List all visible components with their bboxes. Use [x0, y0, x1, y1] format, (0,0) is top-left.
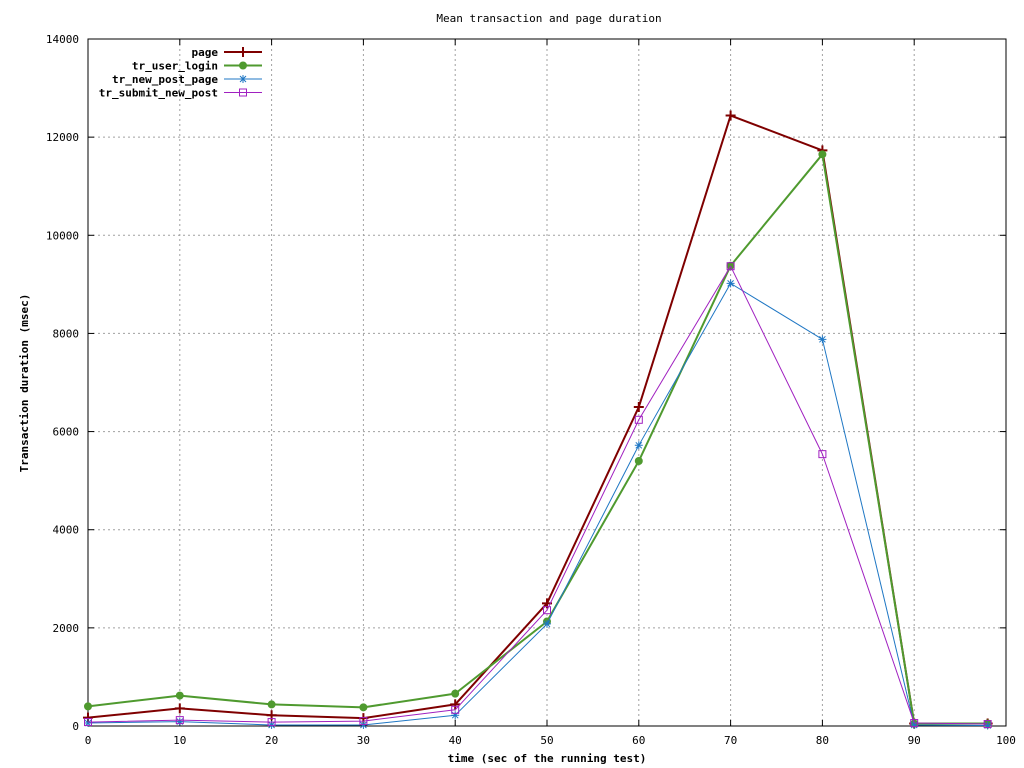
y-tick-label: 2000	[53, 622, 80, 635]
data-point	[175, 716, 184, 725]
data-point	[84, 718, 92, 727]
data-point	[910, 719, 919, 728]
data-point	[543, 619, 551, 628]
series-tr-new-post-page	[84, 279, 992, 730]
legend-entry: tr_submit_new_post	[99, 87, 262, 100]
series-tr-submit-new-post	[84, 262, 992, 729]
data-point	[818, 335, 827, 344]
data-point	[818, 150, 827, 159]
data-point	[726, 279, 735, 288]
data-point	[239, 88, 247, 97]
y-tick-label: 4000	[53, 524, 80, 537]
x-tick-label: 100	[996, 734, 1016, 747]
data-point	[633, 402, 644, 413]
data-point	[543, 606, 551, 615]
data-point	[818, 450, 827, 459]
data-point	[175, 691, 184, 700]
chart-title: Mean transaction and page duration	[436, 12, 661, 25]
axis-ticks	[87, 38, 1007, 727]
data-point	[634, 441, 643, 450]
data-point	[84, 702, 92, 711]
y-axis-label: Transaction duration (msec)	[18, 294, 31, 473]
y-tick-label: 0	[72, 720, 79, 733]
data-point	[451, 689, 460, 698]
x-tick-label: 0	[85, 734, 92, 747]
data-point	[983, 720, 992, 729]
y-tick-label: 14000	[46, 33, 79, 46]
legend-label: tr_user_login	[132, 60, 218, 73]
data-point	[359, 717, 368, 726]
legend-label: tr_new_post_page	[112, 73, 218, 86]
y-tick-label: 10000	[46, 229, 79, 242]
grid	[88, 39, 1006, 726]
data-point	[359, 703, 368, 712]
data-point	[726, 262, 735, 271]
data-point	[238, 47, 248, 57]
data-point	[84, 719, 92, 728]
y-tick-label: 8000	[53, 327, 80, 340]
x-tick-label: 50	[540, 734, 553, 747]
data-point	[174, 703, 185, 714]
data-point	[239, 75, 247, 83]
x-tick-label: 10	[173, 734, 186, 747]
data-point	[910, 721, 919, 730]
x-axis-label: time (sec of the running test)	[448, 752, 647, 765]
series-line	[87, 282, 988, 727]
series-group	[83, 110, 993, 730]
series-line	[87, 153, 988, 725]
x-tick-label: 90	[908, 734, 921, 747]
data-point	[451, 705, 460, 714]
series-page	[83, 110, 993, 729]
series-line	[87, 265, 988, 725]
legend-label: tr_submit_new_post	[99, 87, 218, 100]
x-tick-label: 20	[265, 734, 278, 747]
y-tick-label: 6000	[53, 426, 80, 439]
data-point	[451, 711, 460, 720]
data-point	[450, 699, 461, 710]
data-point	[267, 721, 276, 730]
data-point	[267, 718, 276, 727]
legend: pagetr_user_logintr_new_post_pagetr_subm…	[99, 46, 262, 100]
y-tick-label: 12000	[46, 131, 79, 144]
legend-entry: tr_user_login	[132, 60, 262, 73]
series-tr-user-login	[84, 150, 992, 728]
x-tick-label: 30	[357, 734, 370, 747]
y-tick-labels: 0 2000 4000 6000 8000 10000 12000 14000	[46, 33, 79, 733]
data-point	[267, 700, 276, 709]
data-point	[239, 61, 247, 70]
data-point	[634, 415, 643, 424]
x-tick-label: 70	[724, 734, 737, 747]
legend-label: page	[192, 46, 219, 59]
x-tick-label: 40	[449, 734, 462, 747]
data-point	[983, 721, 992, 730]
data-point	[634, 457, 643, 466]
legend-entry: page	[192, 46, 262, 59]
x-tick-label: 60	[632, 734, 645, 747]
data-point	[725, 110, 736, 121]
x-tick-labels: 0 10 20 30 40 50 60 70 80 90 100	[85, 734, 1016, 747]
legend-entry: tr_new_post_page	[112, 73, 262, 86]
data-point	[175, 717, 184, 726]
series-line	[87, 114, 988, 725]
x-tick-label: 80	[816, 734, 829, 747]
